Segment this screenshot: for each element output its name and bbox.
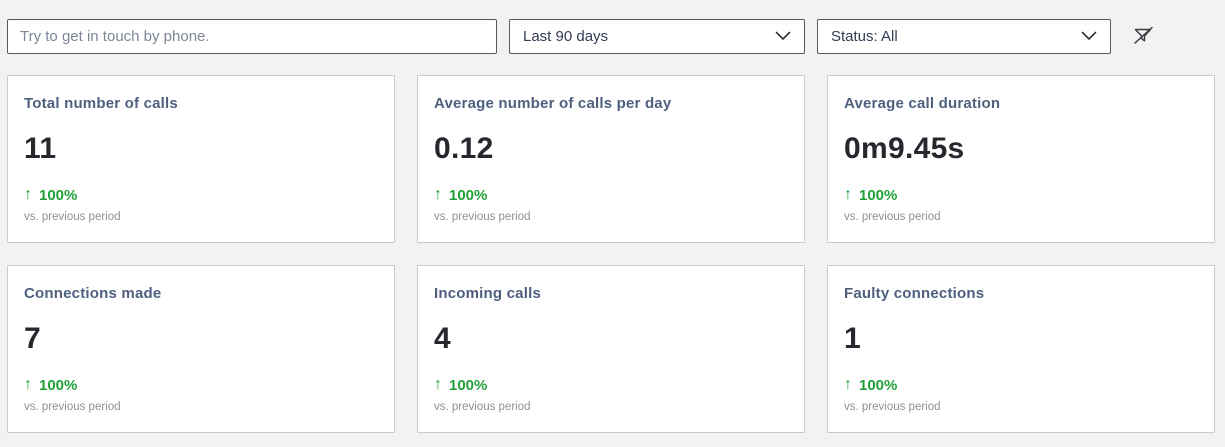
period-dropdown[interactable]: Last 90 days (509, 19, 805, 54)
card-title: Average call duration (844, 95, 1001, 112)
stat-card-total-calls: Total number of calls 11 ↑ 100% vs. prev… (7, 75, 395, 243)
comparison-label: vs. previous period (434, 211, 531, 223)
up-arrow-icon: ↑ (24, 376, 32, 393)
comparison-label: vs. previous period (434, 401, 531, 413)
card-value: 7 (24, 322, 41, 355)
card-title: Incoming calls (434, 285, 541, 302)
stat-card-faulty-connections: Faulty connections 1 ↑ 100% vs. previous… (827, 265, 1215, 433)
stat-card-connections-made: Connections made 7 ↑ 100% vs. previous p… (7, 265, 395, 433)
chevron-down-icon (1081, 28, 1097, 46)
card-title: Connections made (24, 285, 162, 302)
delta-badge: ↑ 100% (434, 376, 788, 394)
comparison-label: vs. previous period (24, 401, 121, 413)
up-arrow-icon: ↑ (844, 186, 852, 203)
clear-filters-button[interactable] (1128, 22, 1158, 52)
comparison-label: vs. previous period (24, 211, 121, 223)
filter-bar: Last 90 days Status: All (0, 0, 1225, 54)
card-title: Average number of calls per day (434, 95, 672, 112)
stat-card-avg-calls-per-day: Average number of calls per day 0.12 ↑ 1… (417, 75, 805, 243)
stat-card-incoming-calls: Incoming calls 4 ↑ 100% vs. previous per… (417, 265, 805, 433)
card-value: 11 (24, 132, 57, 165)
delta-value: 100% (449, 376, 488, 394)
period-dropdown-value: Last 90 days (523, 28, 609, 45)
card-value: 4 (434, 322, 451, 355)
comparison-label: vs. previous period (844, 401, 941, 413)
card-value: 0.12 (434, 132, 494, 165)
card-title: Total number of calls (24, 95, 178, 112)
stat-cards-grid: Total number of calls 11 ↑ 100% vs. prev… (0, 75, 1225, 433)
delta-badge: ↑ 100% (24, 186, 378, 204)
up-arrow-icon: ↑ (434, 186, 442, 203)
delta-value: 100% (39, 186, 78, 204)
filter-off-icon (1131, 23, 1155, 50)
delta-value: 100% (449, 186, 488, 204)
status-dropdown-value: Status: All (831, 28, 898, 45)
search-input[interactable] (7, 19, 497, 54)
delta-badge: ↑ 100% (844, 186, 1198, 204)
delta-badge: ↑ 100% (24, 376, 378, 394)
stat-card-avg-call-duration: Average call duration 0m9.45s ↑ 100% vs.… (827, 75, 1215, 243)
delta-badge: ↑ 100% (434, 186, 788, 204)
card-title: Faulty connections (844, 285, 985, 302)
delta-value: 100% (39, 376, 78, 394)
card-value: 1 (844, 322, 861, 355)
status-dropdown[interactable]: Status: All (817, 19, 1111, 54)
comparison-label: vs. previous period (844, 211, 941, 223)
delta-value: 100% (859, 186, 898, 204)
chevron-down-icon (775, 28, 791, 46)
delta-badge: ↑ 100% (844, 376, 1198, 394)
delta-value: 100% (859, 376, 898, 394)
up-arrow-icon: ↑ (434, 376, 442, 393)
up-arrow-icon: ↑ (24, 186, 32, 203)
up-arrow-icon: ↑ (844, 376, 852, 393)
card-value: 0m9.45s (844, 132, 965, 165)
